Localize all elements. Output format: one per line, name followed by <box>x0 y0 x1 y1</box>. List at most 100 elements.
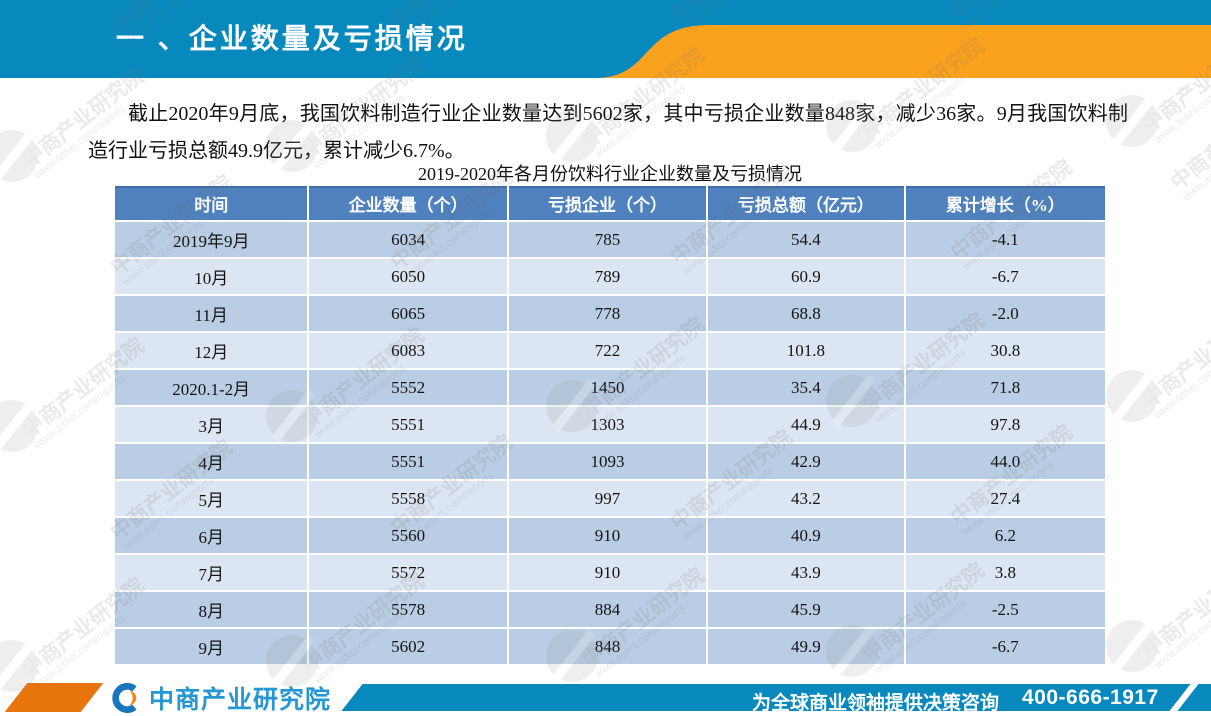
footer-slogan: 为全球商业领袖提供决策咨询 <box>752 693 1000 714</box>
table-cell: 848 <box>508 629 707 664</box>
table-cell: 68.8 <box>708 296 904 331</box>
watermark-logo-icon <box>1106 370 1158 422</box>
footer-orange-decoration <box>4 683 104 712</box>
footer-phone: 400-666-1917 <box>1022 686 1159 709</box>
table-cell: 910 <box>508 555 707 590</box>
table-row: 10月 6050 789 60.9 -6.7 <box>115 259 1105 294</box>
table-cell: 30.8 <box>905 333 1105 368</box>
watermark-logo-icon <box>0 130 38 182</box>
column-header: 亏损企业（个） <box>508 186 707 220</box>
table-cell: 6050 <box>309 259 507 294</box>
table-cell: 97.8 <box>905 407 1105 442</box>
table-cell: 778 <box>508 296 707 331</box>
table-cell: 1450 <box>508 370 707 405</box>
table-cell: 884 <box>508 592 707 627</box>
table-cell: 5558 <box>309 481 507 516</box>
table-cell: 49.9 <box>708 629 904 664</box>
table-row: 6月 5560 910 40.9 6.2 <box>115 518 1105 553</box>
data-table-container: 时间 企业数量（个） 亏损企业（个） 亏损总额（亿元） 累计增长（%） 2019年9月 6… <box>113 184 1107 666</box>
table-cell: 35.4 <box>708 370 904 405</box>
table-cell: 6083 <box>309 333 507 368</box>
table-cell: 12月 <box>115 333 308 368</box>
table-row: 7月 5572 910 43.9 3.8 <box>115 555 1105 590</box>
table-row: 4月 5551 1093 42.9 44.0 <box>115 444 1105 479</box>
table-cell: 6034 <box>309 222 507 257</box>
column-header: 时间 <box>115 186 308 220</box>
table-cell: 2020.1-2月 <box>115 370 308 405</box>
section-title: 一 、企业数量及亏损情况 <box>116 23 468 54</box>
table-cell: 5578 <box>309 592 507 627</box>
table-cell: 5551 <box>309 444 507 479</box>
table-row: 9月 5602 848 49.9 -6.7 <box>115 629 1105 664</box>
watermark-url: www.askci.com/reports <box>1180 124 1211 204</box>
watermark-text: 中商产业研究院 <box>1138 554 1211 663</box>
table-row: 3月 5551 1303 44.9 97.8 <box>115 407 1105 442</box>
table-cell: 3月 <box>115 407 308 442</box>
watermark-logo-icon <box>1106 620 1158 672</box>
table-cell: 45.9 <box>708 592 904 627</box>
table-cell: 1303 <box>508 407 707 442</box>
table-cell: 785 <box>508 222 707 257</box>
table-cell: 54.4 <box>708 222 904 257</box>
table-cell: 6065 <box>309 296 507 331</box>
column-header: 亏损总额（亿元） <box>708 186 904 220</box>
table-row: 2020.1-2月 5552 1450 35.4 71.8 <box>115 370 1105 405</box>
table-cell: 71.8 <box>905 370 1105 405</box>
watermark-url: www.askci.com/reports <box>1152 592 1211 672</box>
table-cell: -6.7 <box>905 629 1105 664</box>
table-cell: 722 <box>508 333 707 368</box>
table-cell: 10月 <box>115 259 308 294</box>
banner-wave-decoration <box>599 25 1211 78</box>
table-cell: 44.9 <box>708 407 904 442</box>
table-cell: 997 <box>508 481 707 516</box>
table-cell: -6.7 <box>905 259 1105 294</box>
table-cell: 60.9 <box>708 259 904 294</box>
table-cell: -4.1 <box>905 222 1105 257</box>
watermark-text: 中商产业研究院 <box>1138 304 1211 413</box>
body-paragraph: 截止2020年9月底，我国饮料制造行业企业数量达到5602家，其中亏损企业数量8… <box>88 103 1128 162</box>
table-row: 8月 5578 884 45.9 -2.5 <box>115 592 1105 627</box>
column-header: 企业数量（个） <box>309 186 507 220</box>
table-row: 5月 5558 997 43.2 27.4 <box>115 481 1105 516</box>
company-logo-icon <box>112 683 142 713</box>
table-cell: 5572 <box>309 555 507 590</box>
table-cell: 1093 <box>508 444 707 479</box>
table-cell: 8月 <box>115 592 308 627</box>
table-row: 2019年9月 6034 785 54.4 -4.1 <box>115 222 1105 257</box>
section-banner: 一 、企业数量及亏损情况 <box>0 0 1211 78</box>
table-cell: 27.4 <box>905 481 1105 516</box>
watermark-logo-icon <box>0 400 38 452</box>
column-header: 累计增长（%） <box>905 186 1105 220</box>
table-cell: 5560 <box>309 518 507 553</box>
table-cell: 4月 <box>115 444 308 479</box>
watermark-text: 中商产业研究院 <box>1166 85 1211 195</box>
watermark-url: www.askci.com/reports <box>1152 342 1211 422</box>
table-cell: 6.2 <box>905 518 1105 553</box>
table-body: 2019年9月 6034 785 54.4 -4.1 10月 6050 789 60.9 -6.7… <box>115 222 1105 664</box>
table-cell: 5551 <box>309 407 507 442</box>
table-cell: 44.0 <box>905 444 1105 479</box>
table-cell: 5602 <box>309 629 507 664</box>
table-cell: 2019年9月 <box>115 222 308 257</box>
table-row: 11月 6065 778 68.8 -2.0 <box>115 296 1105 331</box>
company-logo: 中商产业研究院 <box>112 680 331 716</box>
table-header-row: 时间 企业数量（个） 亏损企业（个） 亏损总额（亿元） 累计增长（%） <box>115 186 1105 220</box>
table-cell: 40.9 <box>708 518 904 553</box>
page-footer: 中商产业研究院 为全球商业领袖提供决策咨询 400-666-1917 <box>0 680 1211 716</box>
table-row: 12月 6083 722 101.8 30.8 <box>115 333 1105 368</box>
table-cell: 5月 <box>115 481 308 516</box>
table-cell: 910 <box>508 518 707 553</box>
data-table: 时间 企业数量（个） 亏损企业（个） 亏损总额（亿元） 累计增长（%） 2019年9月 6… <box>113 184 1107 666</box>
table-cell: -2.5 <box>905 592 1105 627</box>
table-cell: 43.9 <box>708 555 904 590</box>
table-cell: 5552 <box>309 370 507 405</box>
table-cell: 101.8 <box>708 333 904 368</box>
table-caption: 2019-2020年各月份饮料行业企业数量及亏损情况 <box>418 164 802 184</box>
table-cell: 11月 <box>115 296 308 331</box>
table-cell: 789 <box>508 259 707 294</box>
table-cell: 42.9 <box>708 444 904 479</box>
table-cell: 7月 <box>115 555 308 590</box>
table-cell: -2.0 <box>905 296 1105 331</box>
